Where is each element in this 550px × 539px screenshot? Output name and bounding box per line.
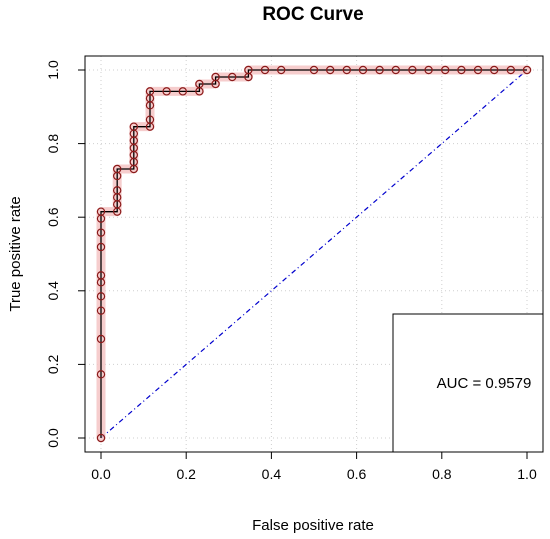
roc-point	[96, 228, 106, 237]
roc-point	[522, 65, 532, 75]
roc-point	[489, 65, 499, 75]
roc-point	[112, 186, 122, 195]
roc-point	[195, 79, 204, 89]
roc-point	[145, 115, 155, 124]
roc-point	[260, 65, 270, 75]
diagonal-line	[100, 69, 528, 439]
y-tick-label: 0.4	[45, 281, 61, 301]
roc-point	[457, 65, 466, 75]
y-axis: 0.0 0.2 0.4 0.6 0.8 1.0	[45, 60, 86, 448]
roc-point	[309, 65, 319, 75]
roc-point	[473, 65, 483, 75]
roc-point	[276, 65, 286, 75]
x-tick-label: 0.2	[176, 466, 196, 482]
roc-point	[96, 334, 106, 344]
roc-point	[112, 164, 122, 174]
roc-point	[244, 65, 253, 75]
x-tick-label: 1.0	[517, 466, 537, 482]
roc-point	[375, 65, 384, 75]
y-tick-label: 0.2	[45, 354, 61, 374]
roc-point	[441, 65, 450, 75]
x-tick-label: 0.6	[347, 466, 367, 482]
legend-box	[392, 313, 544, 453]
y-tick-label: 0.8	[45, 134, 61, 154]
legend-text: AUC = 0.9579	[437, 375, 532, 392]
chart-title: ROC Curve	[262, 4, 363, 25]
x-axis: 0.0 0.2 0.4 0.6 0.8 1.0	[91, 451, 537, 482]
x-tick-label: 0.0	[91, 466, 111, 482]
roc-point	[178, 87, 187, 96]
roc-point	[96, 207, 106, 216]
roc-point	[342, 65, 352, 75]
roc-point	[325, 65, 335, 75]
roc-markers	[96, 65, 532, 443]
roc-point	[506, 65, 516, 75]
y-tick-label: 0.0	[45, 428, 61, 448]
roc-point	[211, 72, 220, 82]
roc-point	[145, 87, 155, 96]
roc-point	[228, 72, 237, 82]
x-tick-label: 0.4	[262, 466, 282, 482]
legend: AUC = 0.9579	[392, 313, 544, 453]
roc-point	[96, 433, 106, 443]
roc-point	[96, 242, 106, 252]
roc-point	[96, 370, 106, 379]
roc-point	[408, 65, 417, 75]
y-axis-label: True positive rate	[7, 196, 24, 311]
roc-point	[96, 271, 106, 280]
y-tick-label: 0.6	[45, 207, 61, 227]
roc-point	[391, 65, 400, 75]
diagonal-reference-line	[100, 69, 528, 439]
roc-point	[96, 306, 106, 315]
x-tick-label: 0.8	[432, 466, 452, 482]
roc-point	[96, 292, 106, 301]
x-axis-label: False positive rate	[252, 517, 374, 534]
roc-point	[129, 122, 139, 131]
roc-point	[162, 87, 171, 96]
roc-point	[424, 65, 433, 75]
roc-point	[358, 65, 368, 75]
y-tick-label: 1.0	[45, 60, 61, 80]
